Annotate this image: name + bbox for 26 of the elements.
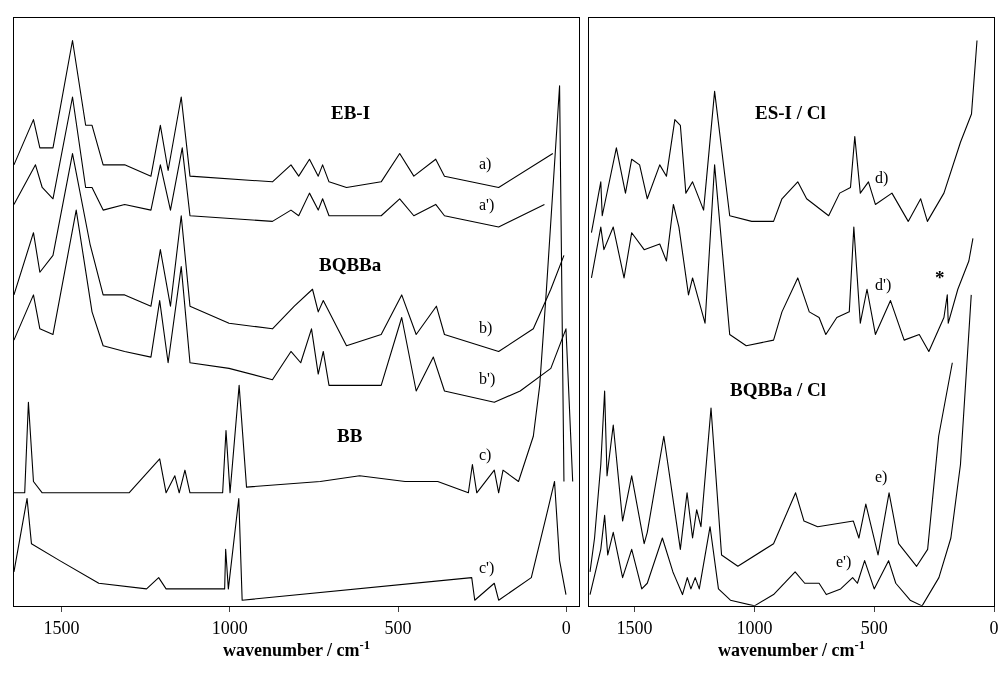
- annotation: ES-I / Cl: [755, 102, 826, 123]
- annotation: BQBBa: [319, 254, 382, 275]
- series-label: d'): [875, 276, 892, 294]
- series-label: e'): [836, 553, 852, 571]
- series-label: d): [875, 169, 889, 187]
- annotation: *: [935, 267, 945, 288]
- x-axis-title: wavenumber / cm$^{-1}$: [222, 637, 371, 661]
- x-tick-label: 1000: [211, 617, 248, 638]
- series-label: c): [479, 446, 492, 464]
- annotation: EB-I: [331, 102, 371, 123]
- x-tick-label: 0: [989, 617, 999, 638]
- series-label: c'): [479, 559, 495, 577]
- x-tick-label: 500: [384, 617, 412, 638]
- series-label: a'): [479, 196, 495, 214]
- series-label: b'): [479, 370, 496, 388]
- x-axis-title: wavenumber / cm$^{-1}$: [717, 637, 866, 661]
- x-tick-label: 1000: [736, 617, 773, 638]
- x-tick-label: 500: [860, 617, 888, 638]
- series-label: b): [479, 319, 493, 337]
- series-label: e): [875, 468, 888, 486]
- annotation: BB: [337, 425, 363, 446]
- x-tick-label: 1500: [43, 617, 80, 638]
- x-tick-label: 0: [561, 617, 571, 638]
- x-tick-label: 1500: [616, 617, 653, 638]
- series-label: a): [479, 155, 492, 173]
- annotation: BQBBa / Cl: [730, 379, 827, 400]
